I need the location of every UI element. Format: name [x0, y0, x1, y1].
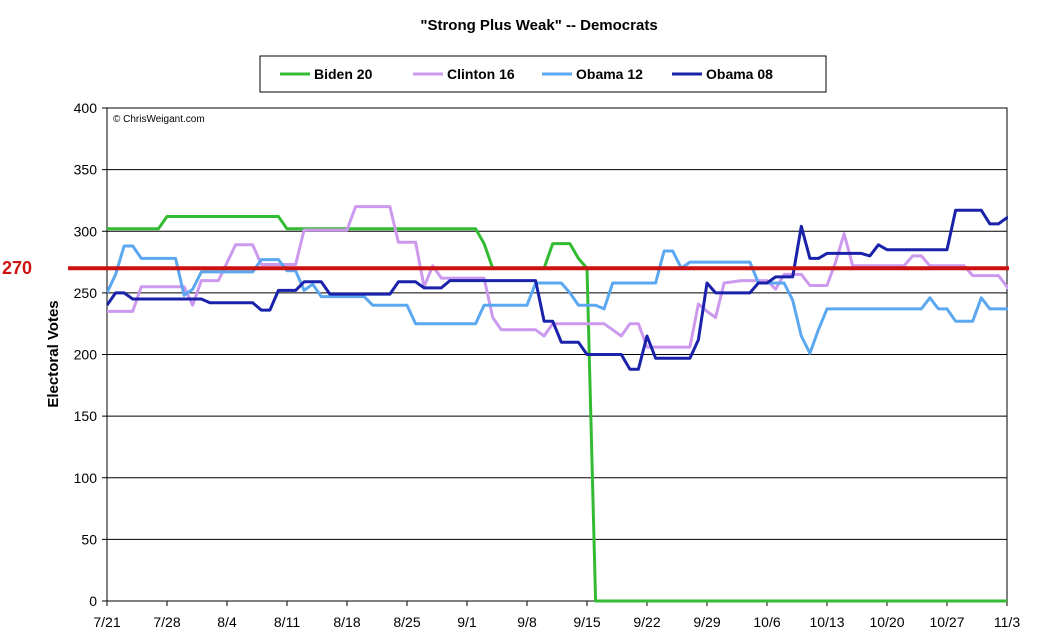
legend-item: Clinton 16 [413, 66, 515, 82]
x-tick-label: 9/15 [573, 614, 600, 630]
credit-text: © ChrisWeigant.com [113, 114, 205, 125]
legend-label: Obama 08 [706, 66, 773, 82]
x-tick-label: 10/27 [929, 614, 964, 630]
y-tick-label: 350 [74, 162, 98, 178]
series-line-obama-08 [107, 208, 1008, 371]
y-tick-label: 300 [74, 223, 98, 239]
x-tick-label: 9/1 [457, 614, 477, 630]
x-tick-label: 8/4 [217, 614, 237, 630]
legend-item: Obama 08 [672, 66, 773, 82]
x-tick-label: 10/13 [809, 614, 844, 630]
y-tick-label: 250 [74, 285, 98, 301]
legend-item: Obama 12 [542, 66, 643, 82]
x-tick-label: 9/22 [633, 614, 660, 630]
x-tick-label: 9/8 [517, 614, 537, 630]
y-axis-label: Electoral Votes [45, 300, 62, 407]
x-tick-label: 7/28 [153, 614, 180, 630]
x-tick-label: 8/18 [333, 614, 360, 630]
x-tick-label: 7/21 [93, 614, 120, 630]
y-tick-label: 100 [74, 470, 98, 486]
y-tick-label: 50 [81, 531, 97, 547]
x-tick-label: 11/3 [994, 614, 1020, 630]
x-tick-label: 9/29 [693, 614, 720, 630]
series-line-clinton-16 [107, 205, 1008, 349]
legend-label: Obama 12 [576, 66, 643, 82]
plot-area: 0 50 100 150 200 250 300 350 400 7/21 7/28 8/4 8/11 8… [2, 100, 1020, 630]
x-tick-label: 10/20 [869, 614, 904, 630]
reference-line-label: 270 [2, 258, 32, 278]
x-tick-label: 10/6 [753, 614, 780, 630]
y-tick-label: 400 [74, 100, 98, 116]
legend: Biden 20 Clinton 16 Obama 12 Obama 08 [259, 55, 827, 93]
y-tick-label: 200 [74, 347, 98, 363]
chart-title: "Strong Plus Weak" -- Democrats [420, 17, 657, 34]
y-tick-label: 150 [74, 408, 98, 424]
y-tick-label: 0 [89, 593, 97, 609]
x-tick-label: 8/25 [393, 614, 420, 630]
legend-label: Clinton 16 [447, 66, 515, 82]
legend-label: Biden 20 [314, 66, 373, 82]
legend-item: Biden 20 [280, 66, 373, 82]
x-tick-label: 8/11 [274, 614, 300, 630]
